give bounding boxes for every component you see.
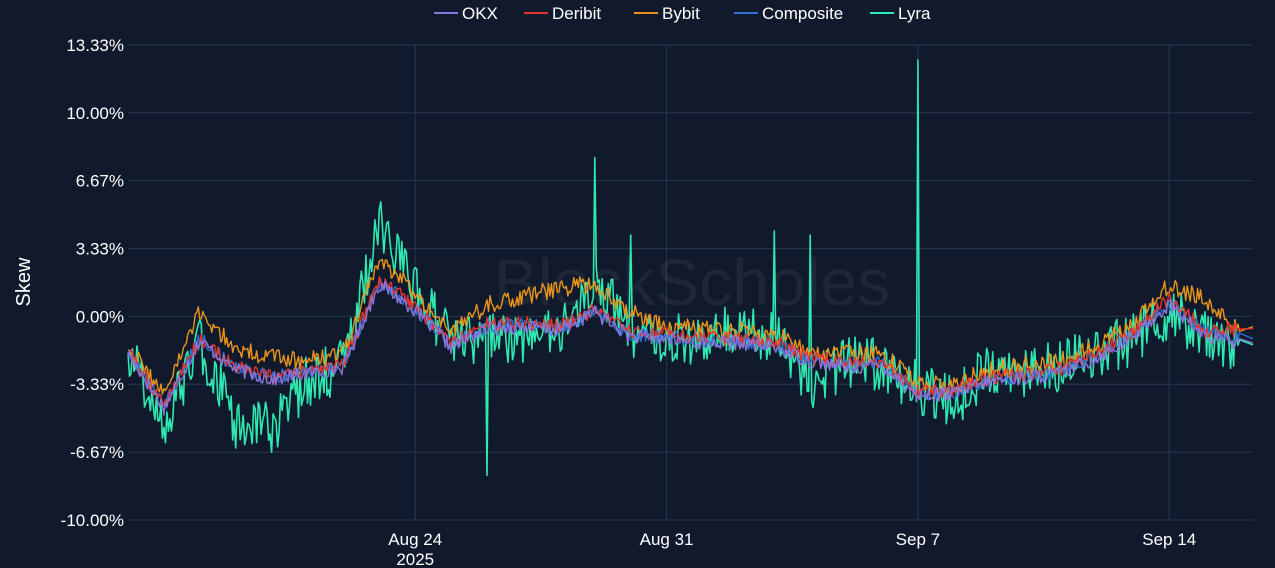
y-tick-label: 3.33% — [76, 240, 124, 259]
y-tick-label: -10.00% — [61, 511, 124, 530]
y-tick-label: 10.00% — [66, 104, 124, 123]
series-lines — [127, 59, 1254, 477]
legend-label-okx: OKX — [462, 4, 498, 23]
y-tick-label: -3.33% — [70, 375, 124, 394]
x-tick-sublabel: 2025 — [396, 550, 434, 568]
y-tick-label: 6.67% — [76, 172, 124, 191]
y-tick-label: 0.00% — [76, 307, 124, 326]
x-tick-label: Sep 14 — [1142, 530, 1196, 549]
legend-label-lyra: Lyra — [898, 4, 931, 23]
series-line-okx — [127, 280, 1254, 416]
watermark: BlockScholes — [494, 245, 890, 319]
y-axis-ticks: 13.33% 10.00% 6.67% 3.33% 0.00% -3.33% -6.67% -… — [61, 36, 124, 530]
series-line-bybit — [127, 258, 1254, 395]
y-tick-label: 13.33% — [66, 36, 124, 55]
legend-label-bybit: Bybit — [662, 4, 700, 23]
x-tick-label: Aug 31 — [640, 530, 694, 549]
y-tick-label: -6.67% — [70, 443, 124, 462]
y-axis-title: Skew — [13, 257, 35, 306]
x-tick-label: Aug 24 — [388, 530, 442, 549]
legend-label-deribit: Deribit — [552, 4, 601, 23]
series-line-lyra — [127, 59, 1254, 477]
x-tick-label: Sep 7 — [896, 530, 940, 549]
legend: OKX Deribit Bybit Composite Lyra — [434, 4, 931, 23]
legend-label-composite: Composite — [762, 4, 843, 23]
